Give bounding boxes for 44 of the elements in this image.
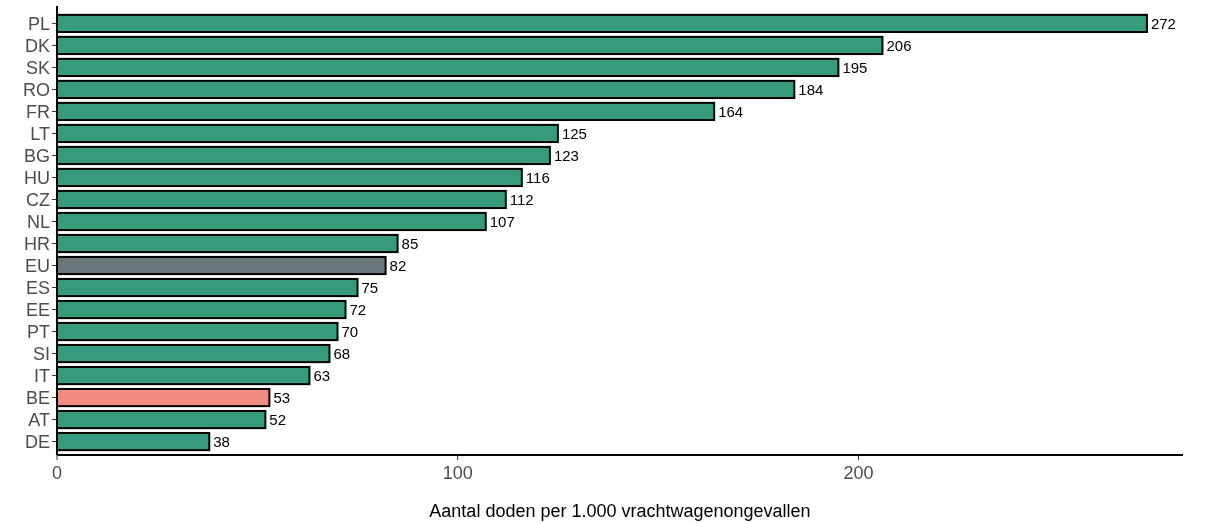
x-tick-label: 100 xyxy=(442,463,473,483)
data-label: 206 xyxy=(886,36,912,54)
y-tick-label: ES xyxy=(25,277,50,298)
y-tick-label: PL xyxy=(27,13,50,34)
data-label: 123 xyxy=(553,146,579,164)
data-label: 38 xyxy=(213,432,230,450)
x-tick-label: 0 xyxy=(51,463,63,483)
data-label: 52 xyxy=(269,410,287,428)
data-label: 164 xyxy=(718,102,744,120)
data-label: 75 xyxy=(361,278,379,296)
data-label: 68 xyxy=(333,344,351,362)
data-label: 112 xyxy=(509,190,534,208)
y-tick-label: HR xyxy=(24,233,50,254)
data-label: 195 xyxy=(842,58,868,76)
y-tick-label: EE xyxy=(25,299,50,320)
y-tick-label: EU xyxy=(24,255,50,276)
y-tick-label: CZ xyxy=(26,189,50,210)
y-tick-label: AT xyxy=(28,409,50,430)
data-label: 70 xyxy=(341,322,359,340)
y-tick-label: IT xyxy=(34,365,50,386)
data-label: 125 xyxy=(561,124,587,142)
y-tick-label: LT xyxy=(30,123,50,144)
data-label: 63 xyxy=(313,366,331,384)
y-tick-label: PT xyxy=(26,321,50,342)
data-label: 85 xyxy=(401,234,419,252)
y-tick-label: DE xyxy=(24,431,50,452)
y-tick-label: RO xyxy=(23,79,50,100)
y-tick-label: FR xyxy=(26,101,50,122)
y-tick-label: BE xyxy=(25,387,50,408)
data-label: 184 xyxy=(798,80,824,98)
data-label: 82 xyxy=(389,256,407,274)
data-label: 116 xyxy=(525,168,550,186)
x-tick-label: 200 xyxy=(843,463,874,483)
data-label: 107 xyxy=(489,212,515,230)
y-tick-label: BG xyxy=(23,145,50,166)
y-tick-label: NL xyxy=(26,211,50,232)
x-axis-title: Aantal doden per 1.000 vrachtwagenongevallen xyxy=(429,501,811,521)
data-label: 72 xyxy=(349,300,367,318)
data-label: 53 xyxy=(273,388,291,406)
data-label: 272 xyxy=(1150,14,1176,32)
y-tick-label: HU xyxy=(24,167,50,188)
y-tick-label: SI xyxy=(32,343,50,364)
y-tick-label: SK xyxy=(25,57,50,78)
y-tick-label: DK xyxy=(24,35,50,56)
